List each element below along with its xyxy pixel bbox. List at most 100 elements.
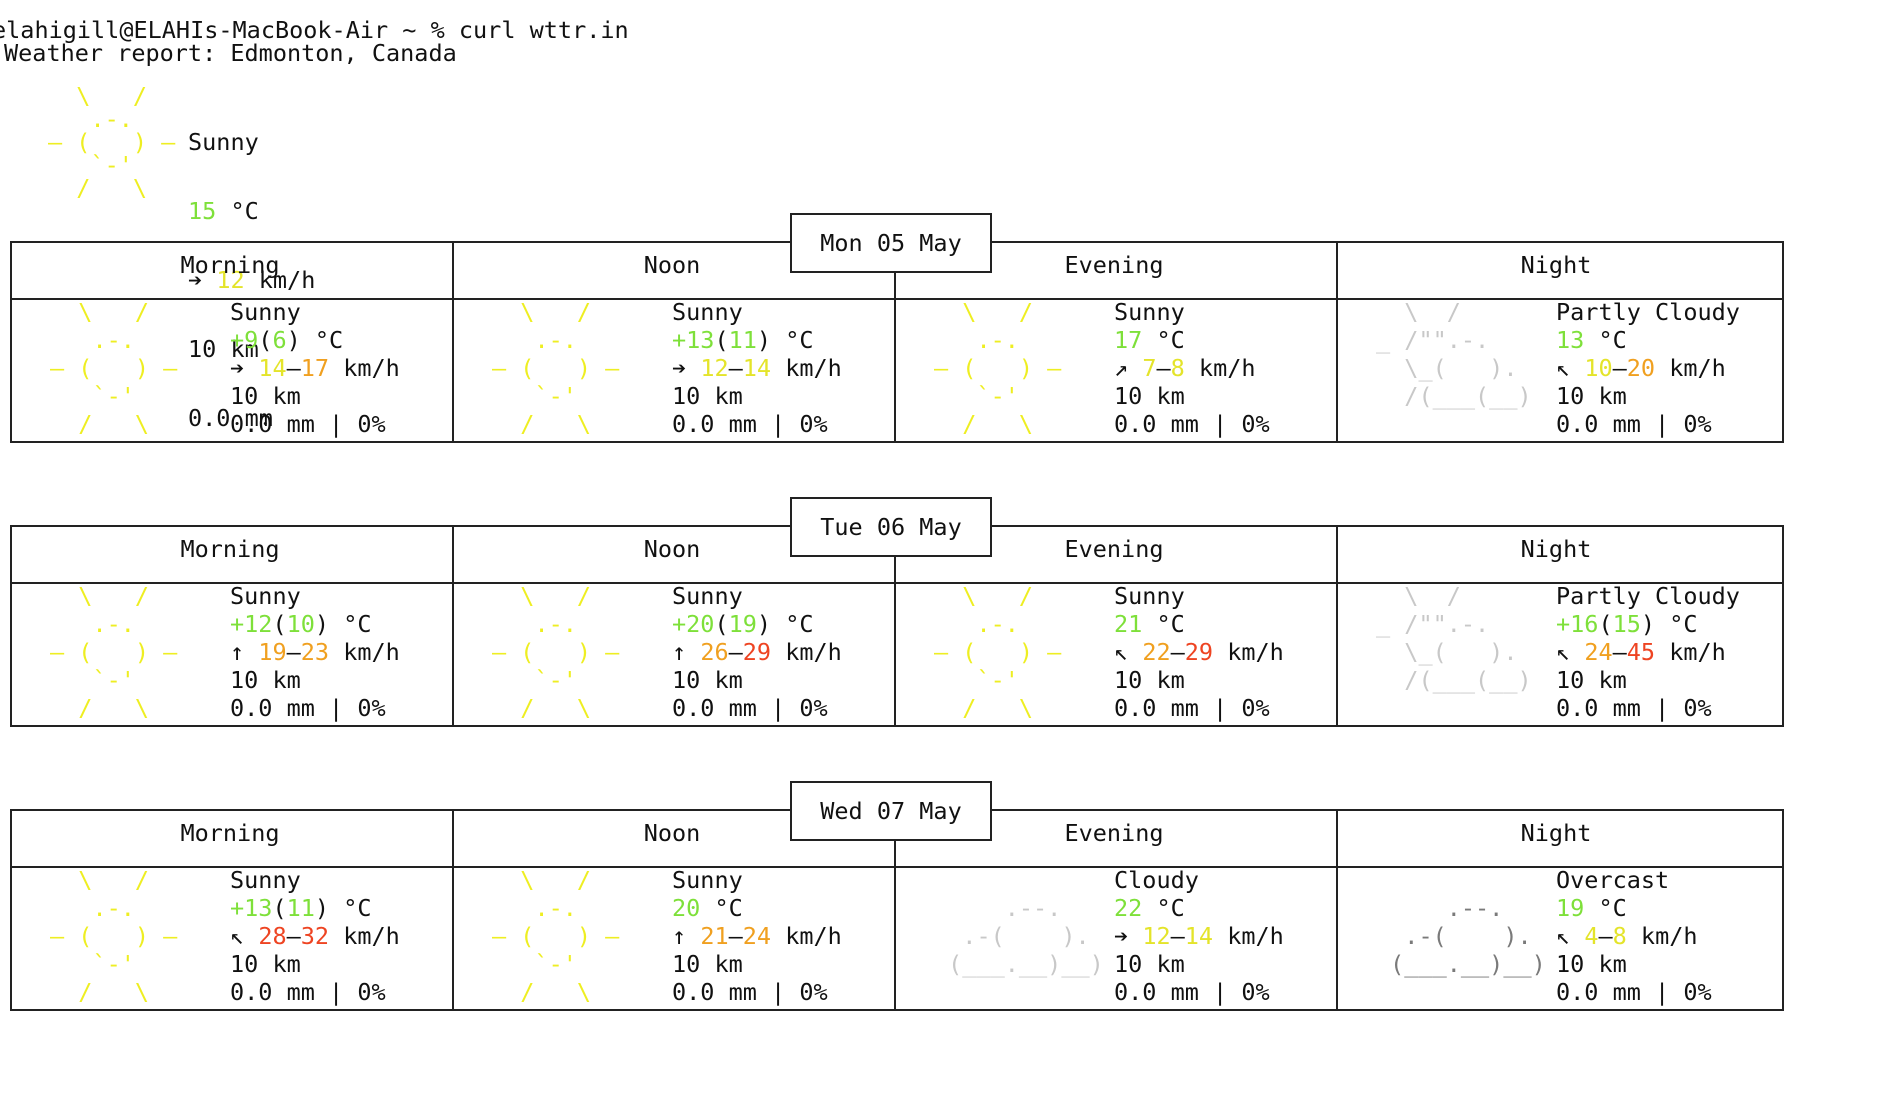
temp-value: +12 <box>230 610 273 638</box>
sun-icon: \ / .-. ― ( ) ― `-' / \ <box>50 866 178 1006</box>
feels-like: 10 <box>286 610 315 638</box>
wind-arrow-icon: ↖ <box>1556 354 1571 382</box>
precipitation: 0.0 mm | 0% <box>672 694 828 722</box>
wind-min: 7 <box>1142 354 1157 382</box>
wind-max: 23 <box>300 638 330 666</box>
wind: ↖ 10–20 km/h <box>1556 354 1726 382</box>
temp-value: 19 <box>1556 894 1585 922</box>
wind-max: 45 <box>1626 638 1656 666</box>
wind: ➔ 12–14 km/h <box>1114 922 1284 950</box>
temp-value: 13 <box>1556 326 1585 354</box>
day-table: Tue 06 May Morning \ / .-. ― ( ) ― `-' / … <box>10 497 1784 727</box>
date-label: Tue 06 May <box>790 497 992 557</box>
current-condition: Sunny <box>188 128 259 156</box>
temp-value: +20 <box>672 610 715 638</box>
wind-max: 29 <box>742 638 772 666</box>
period-cell: \ / .-. ― ( ) ― `-' / \ Sunny +9(6) °C ➔ 1… <box>10 298 450 438</box>
column-divider <box>452 811 454 1009</box>
wind-arrow-icon: ➔ <box>672 354 687 382</box>
period-cell: \ / .-. ― ( ) ― `-' / \ Sunny +13(11) °C ↖… <box>10 866 450 1006</box>
condition: Sunny <box>1114 298 1185 326</box>
visibility: 10 km <box>230 382 301 410</box>
column-divider <box>452 243 454 441</box>
wind-max: 17 <box>300 354 330 382</box>
temperature: +13(11) °C <box>230 894 372 922</box>
feels-like: 15 <box>1612 610 1641 638</box>
period-header: Noon <box>643 251 701 279</box>
wind-max: 8 <box>1612 922 1627 950</box>
temp-value: +13 <box>672 326 715 354</box>
temperature: +16(15) °C <box>1556 610 1698 638</box>
wind-arrow-icon: ↑ <box>672 638 687 666</box>
period-header: Morning <box>180 251 280 279</box>
feels-like: 6 <box>272 326 287 354</box>
overcast-icon: .--. .-( ). (___.__)__) <box>1376 894 1546 978</box>
precipitation: 0.0 mm | 0% <box>1114 694 1270 722</box>
header-divider <box>12 582 1782 584</box>
sun-icon: \ / .-. ― ( ) ― `-' / \ <box>492 866 620 1006</box>
condition: Sunny <box>230 298 301 326</box>
column-divider <box>1336 243 1338 441</box>
wind-max: 14 <box>742 354 772 382</box>
feels-like: 19 <box>728 610 757 638</box>
condition: Overcast <box>1556 866 1670 894</box>
period-cell: \ / .-. ― ( ) ― `-' / \ Sunny +12(10) °C ↑… <box>10 582 450 722</box>
sun-icon: \ / .-. ― ( ) ― `-' / \ <box>934 582 1062 722</box>
feels-like: 11 <box>728 326 757 354</box>
temperature: +12(10) °C <box>230 610 372 638</box>
partly-cloudy-icon: \ / _ /"".-. \_( ). /(___(__) <box>1376 582 1532 694</box>
temperature: 21 °C <box>1114 610 1185 638</box>
temp-value: 22 <box>1114 894 1143 922</box>
wind: ↖ 28–32 km/h <box>230 922 400 950</box>
wind: ↖ 22–29 km/h <box>1114 638 1284 666</box>
condition: Sunny <box>1114 582 1185 610</box>
visibility: 10 km <box>1556 382 1627 410</box>
wind-arrow-icon: ➔ <box>230 354 245 382</box>
temperature: +9(6) °C <box>230 326 344 354</box>
temp-value: +16 <box>1556 610 1599 638</box>
current-wind: ➔ 12 km/h <box>188 266 316 294</box>
current-weather: \ / .-. ― ( ) ― `-' / \ Sunny 15 °C ➔ 12… <box>0 82 420 430</box>
wind-arrow-icon: ↖ <box>1556 638 1571 666</box>
sun-icon: \ / .-. ― ( ) ― `-' / \ <box>934 298 1062 438</box>
wind: ➔ 14–17 km/h <box>230 354 400 382</box>
wind-min: 12 <box>1142 922 1171 950</box>
temperature: 20 °C <box>672 894 743 922</box>
precipitation: 0.0 mm | 0% <box>230 410 386 438</box>
visibility: 10 km <box>1114 666 1185 694</box>
wind-arrow-icon: ↗ <box>1114 354 1129 382</box>
wind-min: 26 <box>700 638 729 666</box>
temp-value: 21 <box>1114 610 1143 638</box>
period-cell: \ / .-. ― ( ) ― `-' / \ Sunny +20(19) °C ↑… <box>452 582 892 722</box>
precipitation: 0.0 mm | 0% <box>672 978 828 1006</box>
visibility: 10 km <box>1556 666 1627 694</box>
wind-min: 4 <box>1584 922 1599 950</box>
current-visibility: 10 km <box>188 335 259 363</box>
wind-arrow-icon: ↑ <box>672 922 687 950</box>
temp-value: +9 <box>230 326 259 354</box>
condition: Sunny <box>672 866 743 894</box>
column-divider <box>894 527 896 725</box>
wind-arrow-icon: ➔ <box>188 266 203 294</box>
wind-max: 29 <box>1184 638 1214 666</box>
period-header: Night <box>1520 251 1592 279</box>
visibility: 10 km <box>672 666 743 694</box>
wind: ↖ 4–8 km/h <box>1556 922 1698 950</box>
visibility: 10 km <box>230 666 301 694</box>
period-header: Evening <box>1064 819 1164 847</box>
date-label: Mon 05 May <box>790 213 992 273</box>
header-divider <box>12 298 1782 300</box>
condition: Cloudy <box>1114 866 1199 894</box>
wind-max: 14 <box>1184 922 1214 950</box>
wind: ↖ 24–45 km/h <box>1556 638 1726 666</box>
precipitation: 0.0 mm | 0% <box>230 694 386 722</box>
wind: ➔ 12–14 km/h <box>672 354 842 382</box>
sun-icon: \ / .-. ― ( ) ― `-' / \ <box>48 82 176 202</box>
wind: ↗ 7–8 km/h <box>1114 354 1256 382</box>
temperature: +20(19) °C <box>672 610 814 638</box>
visibility: 10 km <box>672 382 743 410</box>
column-divider <box>894 811 896 1009</box>
wind-arrow-icon: ↑ <box>230 638 245 666</box>
wind-min: 12 <box>700 354 729 382</box>
column-divider <box>1336 527 1338 725</box>
